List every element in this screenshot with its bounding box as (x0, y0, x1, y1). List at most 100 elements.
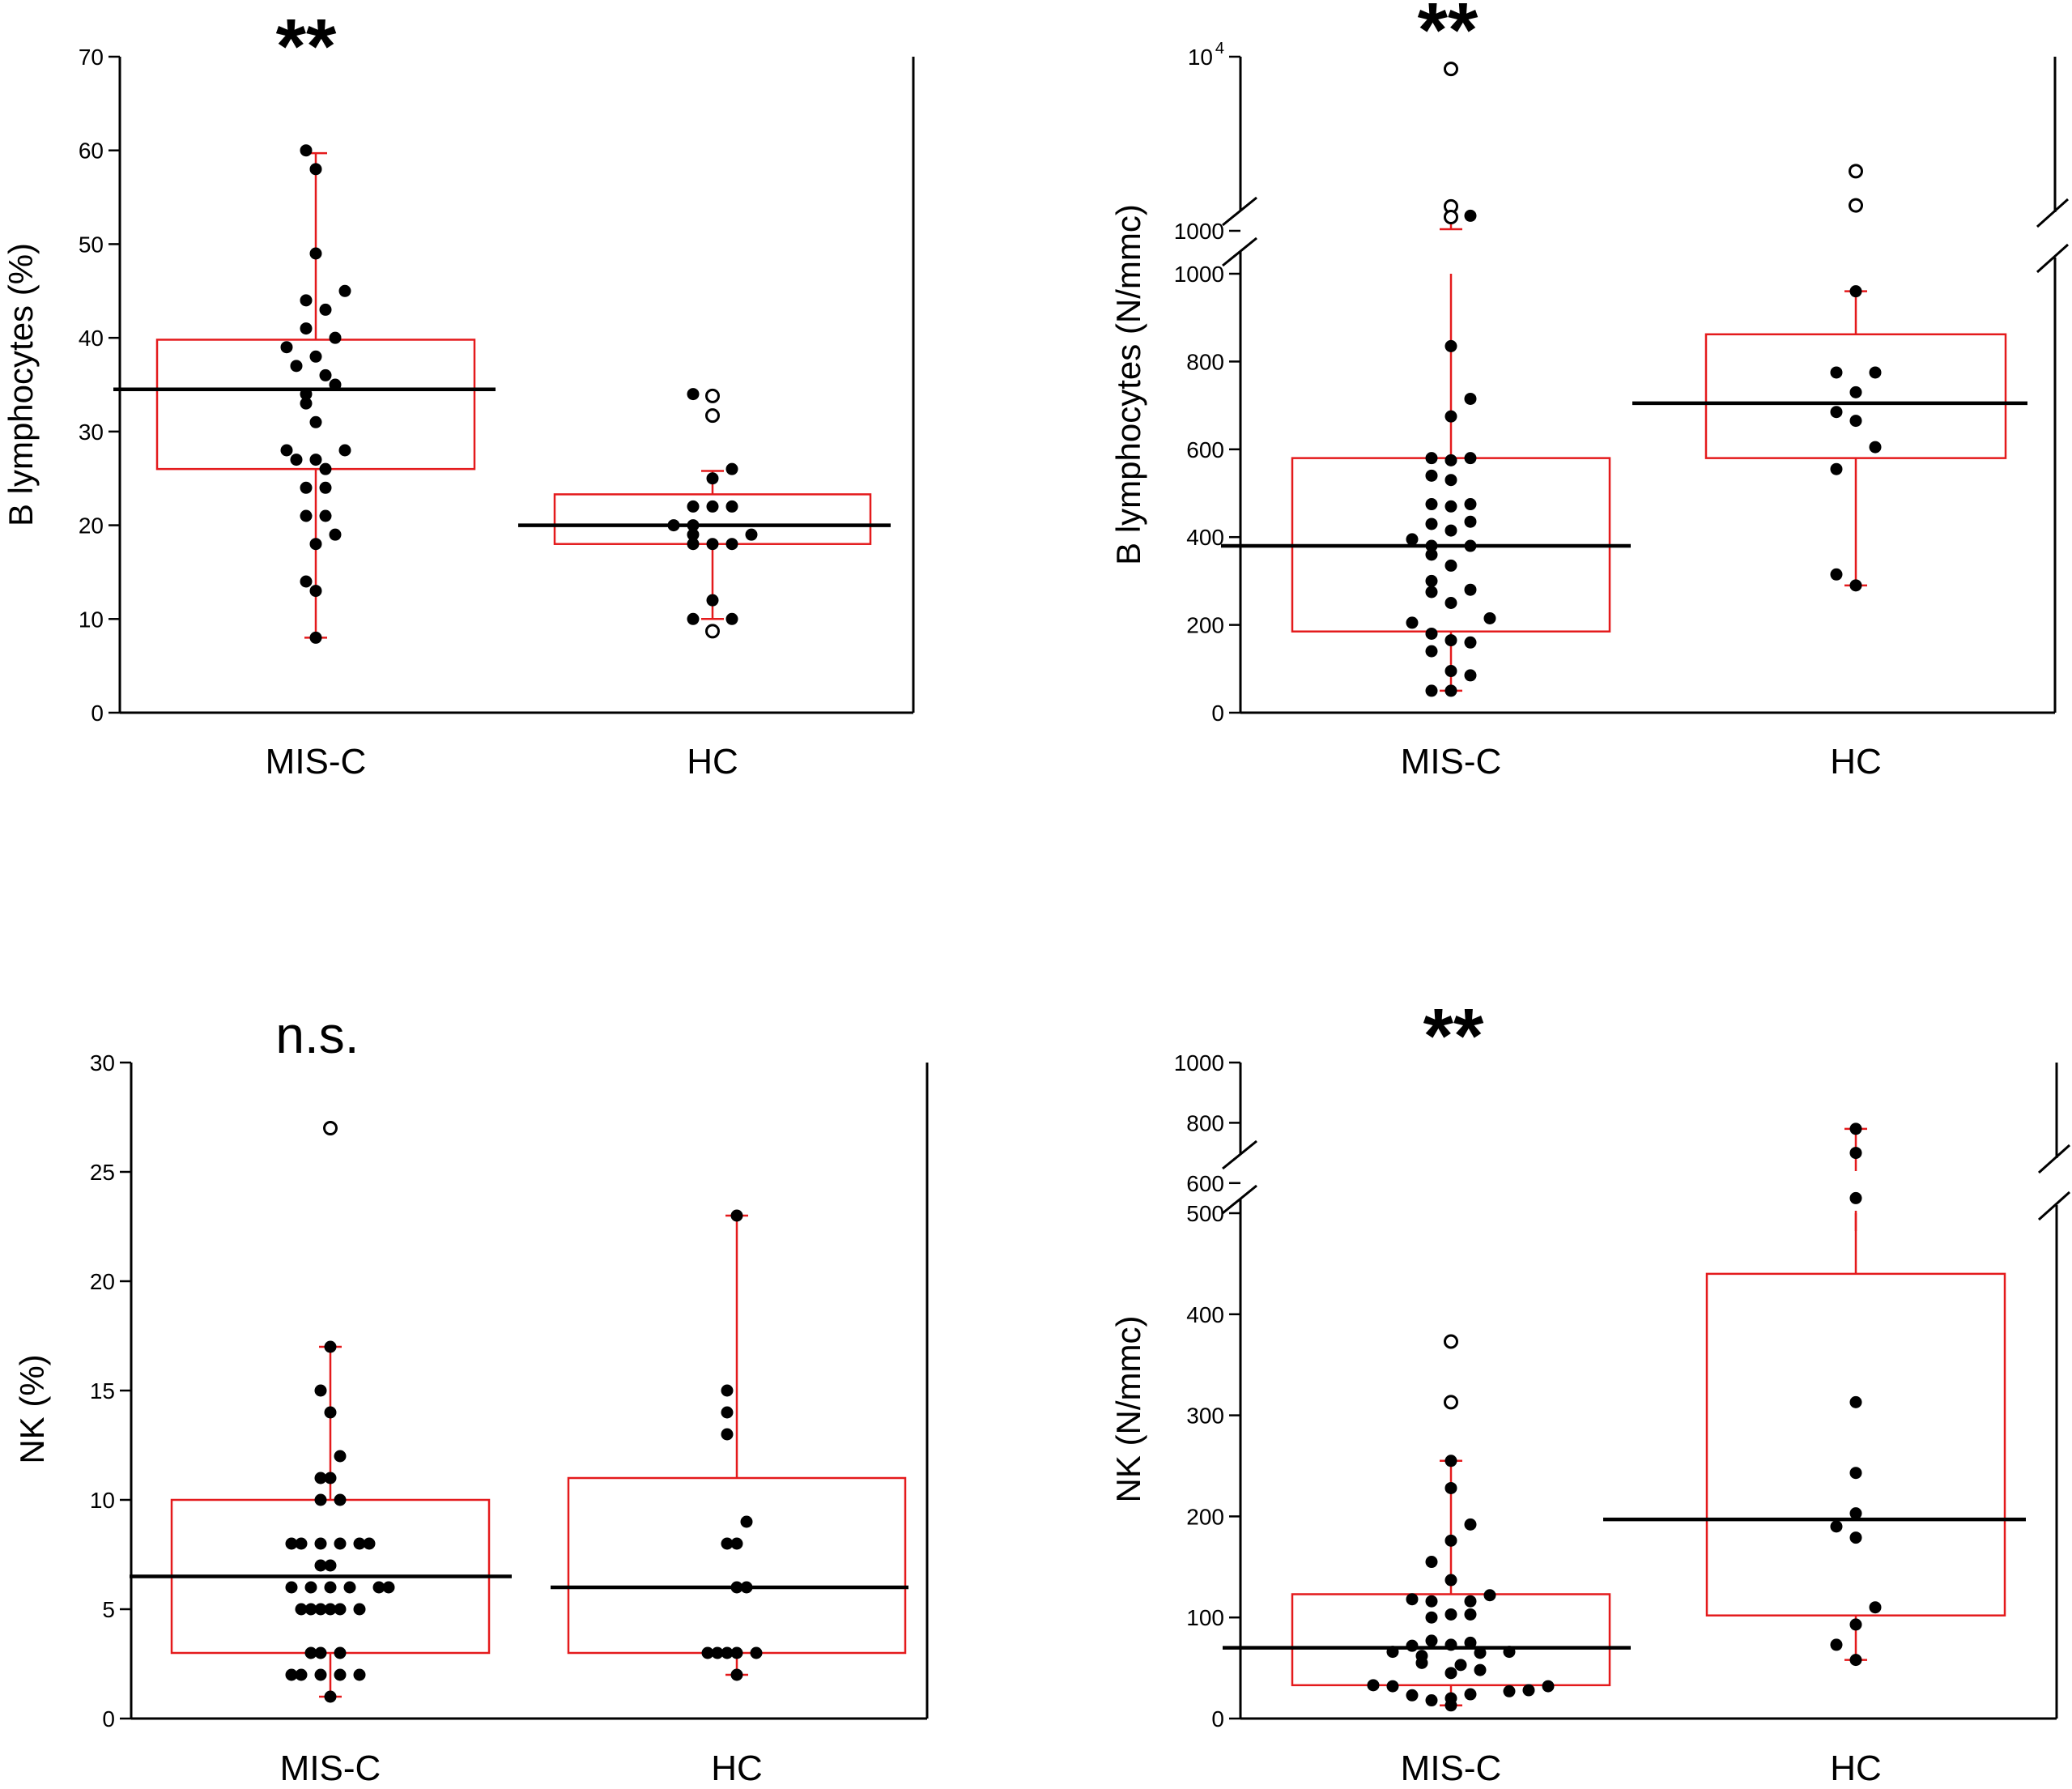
data-point (314, 1493, 327, 1506)
axis-break-mark (1222, 196, 1257, 227)
box-hc (1603, 1127, 2026, 1661)
y-tick-label: 30 (79, 420, 104, 445)
data-point (314, 1603, 327, 1616)
significance-marker: n.s. (275, 1006, 359, 1064)
data-point (324, 1406, 337, 1419)
data-point (300, 144, 313, 157)
panel-b_pct: 0 10 20 30 40 50 60 70 B lymphocytes (%) MIS-C HC *… (2, 3, 915, 782)
y-tick-label: 300 (1186, 1404, 1224, 1429)
category-label: MIS-C (1401, 1749, 1502, 1788)
box-iqr (1705, 1272, 2006, 1616)
data-point (304, 1603, 317, 1616)
data-point (372, 1581, 385, 1594)
data-point (353, 1668, 366, 1681)
data-point (300, 388, 313, 401)
data-point (1849, 1147, 1862, 1160)
box-hc (1632, 290, 2027, 587)
data-point (1464, 1688, 1477, 1701)
box-iqr (567, 1476, 907, 1655)
box-mis-c (1221, 217, 1631, 692)
box-iqr (1291, 1593, 1611, 1687)
y-tick-label: 25 (90, 1160, 115, 1185)
data-point (1444, 524, 1457, 537)
data-point (1425, 518, 1438, 530)
data-point (1464, 515, 1477, 528)
data-point (1425, 1694, 1438, 1707)
data-point (314, 1559, 327, 1572)
data-point (338, 444, 351, 457)
y-tick-label: 200 (1186, 1504, 1224, 1529)
axis-break-mark (1222, 236, 1257, 267)
data-point (1464, 209, 1477, 222)
data-point (1464, 636, 1477, 649)
data-point (309, 415, 322, 428)
data-point (687, 538, 700, 551)
data-point (285, 1537, 298, 1550)
data-point (1444, 1699, 1457, 1712)
data-point (721, 1428, 734, 1441)
data-point (319, 481, 332, 494)
data-point (687, 500, 700, 513)
y-tick-label: 15 (90, 1378, 115, 1404)
y-tick-label: 5 (102, 1597, 115, 1622)
y-tick-label: 60 (79, 138, 104, 164)
data-point (1425, 627, 1438, 640)
data-point (1830, 462, 1843, 475)
y-tick-label: 800 (1186, 1110, 1224, 1135)
y-axis-title: NK (%) (13, 1354, 51, 1463)
data-point (314, 1537, 327, 1550)
data-point (334, 1537, 347, 1550)
data-point (353, 1537, 366, 1550)
data-point (1444, 1481, 1457, 1494)
data-point (1425, 539, 1438, 552)
box-hc (518, 470, 891, 620)
data-point (1830, 366, 1843, 379)
data-point (324, 1340, 337, 1353)
data-point (1444, 474, 1457, 487)
data-point (1849, 285, 1862, 298)
y-axis-title: NK (N/mmc) (1109, 1316, 1147, 1503)
data-point (1444, 559, 1457, 572)
data-point (329, 528, 342, 541)
outlier-point (705, 408, 720, 424)
data-point (667, 519, 680, 532)
category-label: HC (711, 1749, 763, 1788)
data-point (329, 378, 342, 391)
y-tick-label: 0 (1211, 701, 1224, 726)
data-point (1830, 406, 1843, 419)
y-tick-label: 100 (1186, 1605, 1224, 1630)
significance-marker: ** (1423, 993, 1484, 1080)
data-point (353, 1603, 366, 1616)
data-point (1425, 498, 1438, 511)
data-point (706, 472, 719, 485)
data-point (721, 1537, 734, 1550)
data-point (1406, 1689, 1419, 1702)
data-point (285, 1668, 298, 1681)
data-point (1444, 410, 1457, 423)
category-label: MIS-C (266, 742, 367, 782)
y-tick-label: 50 (79, 232, 104, 257)
y-tick-label: 10 (1188, 45, 1213, 70)
category-label: MIS-C (1401, 742, 1502, 782)
data-point (1444, 1638, 1457, 1651)
data-point (334, 1603, 347, 1616)
y-tick-label: 600 (1186, 1171, 1224, 1196)
data-point (1869, 366, 1882, 379)
category-label: HC (1830, 1749, 1882, 1788)
data-point (300, 397, 313, 410)
data-point (343, 1581, 356, 1594)
data-point (324, 1603, 337, 1616)
data-point (706, 538, 719, 551)
y-tick-label: 1000 (1174, 1050, 1224, 1076)
data-point (1444, 1608, 1457, 1621)
data-point (687, 528, 700, 541)
significance-marker: ** (276, 3, 337, 90)
box-iqr (155, 339, 476, 471)
data-point (1444, 1574, 1457, 1587)
data-point (1849, 1191, 1862, 1204)
data-point (300, 481, 313, 494)
outlier-point (1849, 198, 1863, 213)
data-point (1444, 500, 1457, 513)
data-point (1444, 684, 1457, 697)
